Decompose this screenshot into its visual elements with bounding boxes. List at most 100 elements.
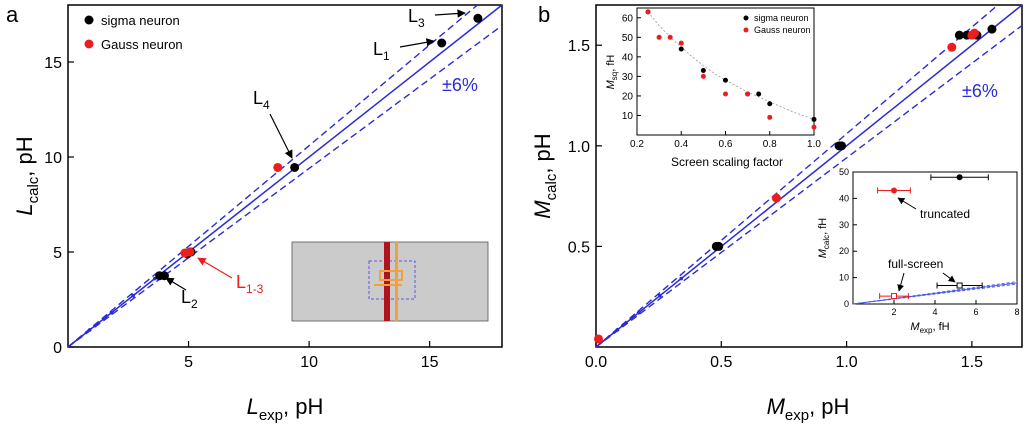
panel-a: 5 10 15 0 5 10 15 Lcalc, pH Lexp, pH sigma neu… — [12, 4, 503, 424]
inset-top-point-sigma — [767, 101, 773, 107]
panel-b-point-gauss — [969, 28, 979, 38]
panel-a-ylabel: Lcalc, pH — [12, 136, 42, 215]
annotation-L3: L3 — [408, 6, 425, 30]
inset-top-xtick-label: 0.2 — [630, 139, 644, 150]
panel-a-point-gauss — [273, 162, 283, 172]
inset-top-point-sigma — [723, 77, 728, 83]
panel-a-point-sigma — [437, 38, 447, 48]
panel-b-xlabel: Mexp, pH — [767, 394, 850, 424]
inset-top-fit-line — [647, 11, 815, 120]
inset-top-frame — [636, 7, 815, 136]
arrow-L4 — [269, 113, 293, 159]
panel-a-xtick-label: 15 — [421, 354, 439, 371]
inset-top-point-sigma — [756, 91, 762, 97]
panel-b-xtick-label: 0.0 — [585, 354, 607, 371]
panel-b-point-sigma — [954, 30, 964, 40]
panel-a-band-label: ±6% — [442, 75, 478, 95]
panel-a-point-sigma — [290, 162, 300, 172]
panel-a-point-gauss — [185, 247, 195, 257]
panel-b-xtick-label: 0.5 — [710, 354, 732, 371]
panel-b-identity-line — [595, 4, 1023, 348]
inset-top: 0.2 0.4 0.6 0.8 1.0 10 20 30 40 50 60 Msq, fH Scre… — [605, 7, 821, 169]
inset-bottom-ytick-label: 30 — [839, 220, 849, 230]
arrow-L1-3 — [197, 257, 233, 279]
inset-bottom-xtick-label: 2 — [891, 307, 896, 317]
panel-b-identity-marker — [658, 293, 662, 298]
inset-bottom-band-line — [852, 281, 1018, 305]
arrow-L1 — [399, 38, 435, 48]
inset-top-point-gauss — [767, 114, 773, 120]
panel-b-identity-marker — [679, 276, 683, 281]
inset-bottom-xlabel: Mexp, fH — [910, 321, 949, 335]
arrow-L2 — [165, 277, 187, 291]
inset-top-points — [645, 9, 817, 130]
inset-legend-marker-sigma — [743, 15, 749, 21]
inset-top-point-gauss — [645, 9, 651, 15]
panel-a-legend: sigma neuron Gauss neuron — [84, 13, 183, 52]
inset-top-xlabel: Screen scaling factor — [671, 155, 783, 169]
panel-b-ytick-label: 0.5 — [568, 239, 590, 256]
panel-b-points — [594, 24, 997, 344]
arrow-full-screen-a — [897, 272, 905, 292]
inset-top-ytick-label: 60 — [622, 13, 634, 24]
device-schematic-inset — [291, 241, 489, 322]
panel-b-fit-lines — [595, 4, 1023, 348]
inset-top-point-gauss — [700, 73, 706, 79]
annotation-truncated: truncated — [920, 207, 970, 221]
legend-label-sigma: sigma neuron — [101, 13, 180, 28]
schematic-strip-orange — [395, 242, 398, 321]
inset-top-xtick-label: 0.8 — [763, 139, 777, 150]
inset-top-legend: sigma neuron Gauss neuron — [743, 13, 811, 35]
panel-a-ytick-label: 15 — [44, 55, 62, 72]
inset-bottom-point-open — [891, 293, 897, 300]
panel-a-identity-line — [67, 4, 503, 348]
inset-bottom-point-filled — [956, 174, 963, 181]
panel-b: 0.0 0.5 1.0 1.5 0.5 1.0 1.5 Mcalc, pH Mexp, pH… — [530, 4, 1023, 424]
panel-a-identity-marker — [109, 311, 114, 315]
inset-top-ytick-label: 20 — [622, 91, 634, 102]
panel-b-ytick-label: 1.0 — [568, 139, 590, 156]
inset-top-point-gauss — [811, 124, 817, 130]
inset-top-xtick-label: 1.0 — [807, 139, 821, 150]
panel-b-point-sigma — [837, 141, 847, 151]
panel-a-annotations: L3 L1 L4 L2 L1-3 — [165, 6, 466, 311]
panel-a-fit-lines — [67, 4, 503, 348]
inset-legend-marker-gauss — [743, 27, 749, 33]
panel-b-ytick-label: 1.5 — [568, 38, 590, 55]
inset-bottom-xtick-label: 6 — [973, 307, 978, 317]
inset-top-ytick-label: 10 — [622, 111, 634, 122]
panel-a-identity-marker — [131, 293, 135, 298]
inset-top-ylabel: Msq, fH — [605, 55, 619, 90]
legend-label-gauss: Gauss neuron — [101, 37, 183, 52]
panel-b-point-sigma — [714, 241, 724, 251]
inset-top-point-sigma — [811, 116, 817, 122]
inset-bottom: 2 4 6 8 0 10 20 30 40 50 Mcalc, fH Mexp, fH trunc… — [817, 167, 1020, 335]
inset-bottom-point-open — [956, 282, 963, 289]
inset-bottom-fit-band — [852, 281, 1018, 305]
panel-b-point-gauss — [594, 334, 604, 344]
inset-top-point-gauss — [723, 91, 728, 97]
panel-a-ticks: 5 10 15 0 5 10 15 — [44, 55, 438, 371]
panel-b-identity-marker — [636, 311, 641, 315]
panel-b-xtick-label: 1.5 — [961, 354, 983, 371]
panel-b-identity-marker — [615, 328, 620, 332]
inset-top-ytick-label: 30 — [622, 72, 634, 83]
panel-a-band-upper — [67, 4, 478, 348]
inset-top-xtick-label: 0.6 — [719, 139, 733, 150]
inset-bottom-ytick-label: 40 — [839, 193, 849, 203]
inset-bottom-points — [877, 174, 989, 300]
inset-top-point-gauss — [656, 34, 662, 40]
arrow-L3 — [434, 9, 466, 18]
annotation-full-screen: full-screen — [888, 257, 943, 271]
inset-top-point-sigma — [678, 46, 684, 52]
inset-top-point-gauss — [667, 34, 673, 40]
inset-legend-label-sigma: sigma neuron — [754, 13, 809, 23]
inset-top-point-gauss — [678, 40, 684, 46]
annotation-L1-3: L1-3 — [236, 272, 264, 296]
inset-top-ytick-label: 40 — [622, 52, 634, 63]
schematic-strip-red — [384, 242, 390, 321]
panel-a-identity-marker — [87, 328, 92, 332]
inset-bottom-ylabel: Mcalc, fH — [817, 218, 831, 259]
inset-top-fit-curve — [647, 11, 815, 120]
